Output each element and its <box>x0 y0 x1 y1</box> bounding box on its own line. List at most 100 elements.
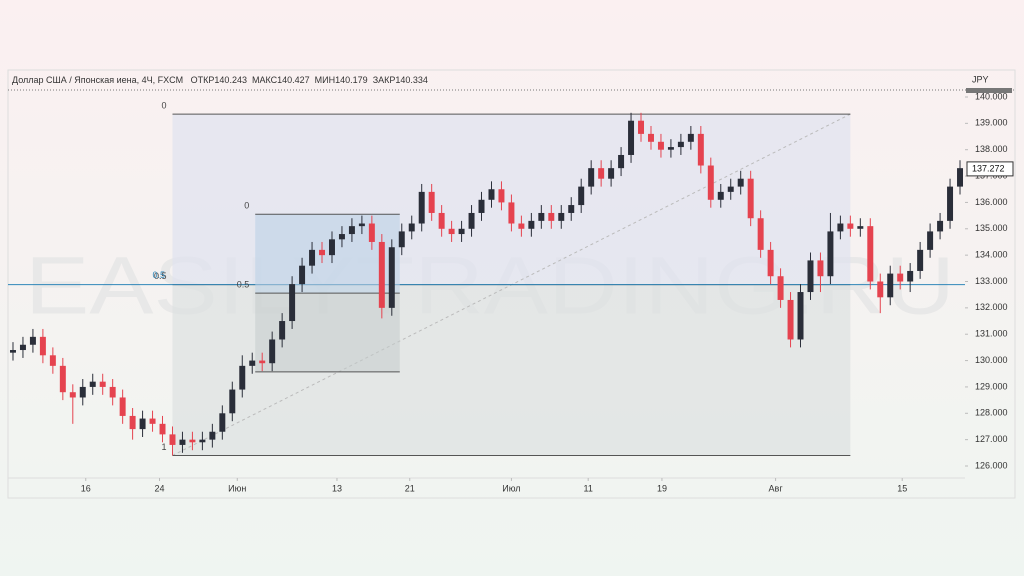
chart-frame <box>7 69 1016 499</box>
y-tick-label: 132.000 <box>975 302 1008 312</box>
fib-level-label: 0.5 <box>154 271 167 281</box>
candle-body <box>887 273 894 298</box>
y-tick-label: 126.000 <box>975 460 1008 470</box>
candle-body <box>269 339 276 364</box>
candle-body <box>348 226 355 235</box>
candle-body <box>79 386 86 398</box>
ohlc-label: ОТКР <box>190 75 215 85</box>
y-tick-label: 133.000 <box>975 276 1008 286</box>
candle-body <box>259 360 266 364</box>
candle-body <box>687 133 694 142</box>
candle-body <box>368 223 375 242</box>
candle-body <box>677 141 684 148</box>
candle-body <box>358 223 365 227</box>
candle-body <box>807 260 814 293</box>
y-tick-label: 129.000 <box>975 381 1008 391</box>
x-tick-label: 11 <box>584 483 593 493</box>
candle-body <box>299 265 306 285</box>
candle-body <box>199 439 206 443</box>
candle-body <box>508 202 515 224</box>
candle-body <box>747 178 754 219</box>
candle-body <box>179 439 186 445</box>
candle-body <box>707 165 714 200</box>
candle-body <box>757 218 764 250</box>
candle-body <box>119 397 126 416</box>
candle-body <box>647 133 654 142</box>
y-tick-label: 140.000 <box>975 91 1008 101</box>
candle-body <box>418 191 425 224</box>
symbol: Доллар США / Японская иена, 4Ч, FXCM <box>12 75 184 85</box>
candle-body <box>458 228 465 235</box>
candle-body <box>787 299 794 340</box>
candle-body <box>697 133 704 166</box>
fib-level-label: 0 <box>161 100 166 110</box>
candle-body <box>907 270 914 282</box>
candle-body <box>149 418 156 424</box>
candle-body <box>518 223 525 229</box>
candle-body <box>478 199 485 213</box>
candle-body <box>538 212 545 221</box>
candle-body <box>109 386 116 398</box>
x-tick-label: Июл <box>502 483 520 493</box>
candle-body <box>169 434 176 445</box>
candle-body <box>328 239 335 256</box>
candle-body <box>19 344 26 351</box>
ohlc-label: МАКС <box>251 75 278 85</box>
last-price-tag <box>966 161 1014 177</box>
candle-body <box>638 120 645 134</box>
candle-body <box>657 141 664 150</box>
x-tick-label: Авг <box>769 483 784 493</box>
x-tick-label: 15 <box>897 483 907 493</box>
header: Доллар США / Японская иена, 4Ч, FXCM ОТК… <box>12 75 433 85</box>
candle-body <box>448 228 455 235</box>
x-tick-label: 13 <box>332 483 342 493</box>
y-tick-label: 139.000 <box>975 118 1008 128</box>
fib-level-label: 0 <box>244 201 249 211</box>
candle-body <box>159 423 166 435</box>
candle-body <box>229 389 236 414</box>
candle-body <box>837 223 844 232</box>
candle-body <box>99 381 106 387</box>
y-tick-label: 138.000 <box>975 144 1008 154</box>
candle-body <box>59 365 66 393</box>
ohlc-value: 140.243 <box>214 75 247 85</box>
candle-body <box>618 154 625 169</box>
candle-body <box>797 292 804 340</box>
ohlc-label: МИН <box>314 75 336 85</box>
candle-body <box>558 212 565 221</box>
fib-level-label: 1 <box>161 442 166 452</box>
candle-body <box>917 249 924 271</box>
candle-body <box>927 231 934 250</box>
candle-body <box>289 284 296 322</box>
candle-body <box>239 365 246 390</box>
candle-body <box>49 355 56 366</box>
ohlc-value: 140.334 <box>395 75 428 85</box>
candle-body <box>89 381 96 387</box>
candle-body <box>827 231 834 277</box>
candle-body <box>717 191 724 200</box>
candle-body <box>817 260 824 277</box>
candle-body <box>9 350 16 353</box>
candle-body <box>777 276 784 300</box>
candle-body <box>209 431 216 440</box>
ohlc-label: ЗАКР <box>372 75 396 85</box>
candle-body <box>568 205 575 213</box>
x-tick-label: 16 <box>81 483 91 493</box>
candle-body <box>727 186 734 192</box>
candle-body <box>897 273 904 282</box>
currency-marker <box>966 88 1012 93</box>
y-tick-label: 128.000 <box>975 408 1008 418</box>
candle-body <box>388 247 395 308</box>
fib-upper-zone <box>255 214 400 294</box>
candle-body <box>957 168 964 187</box>
candle-body <box>628 120 635 155</box>
ohlc-value: 140.179 <box>335 75 368 85</box>
ohlc-item: МАКС140.427 <box>252 75 310 85</box>
candle-body <box>319 249 326 256</box>
candle-body <box>428 191 435 213</box>
candle-body <box>667 147 674 150</box>
x-tick-label: 24 <box>155 483 165 493</box>
candle-body <box>29 336 36 345</box>
candle-body <box>219 413 226 432</box>
